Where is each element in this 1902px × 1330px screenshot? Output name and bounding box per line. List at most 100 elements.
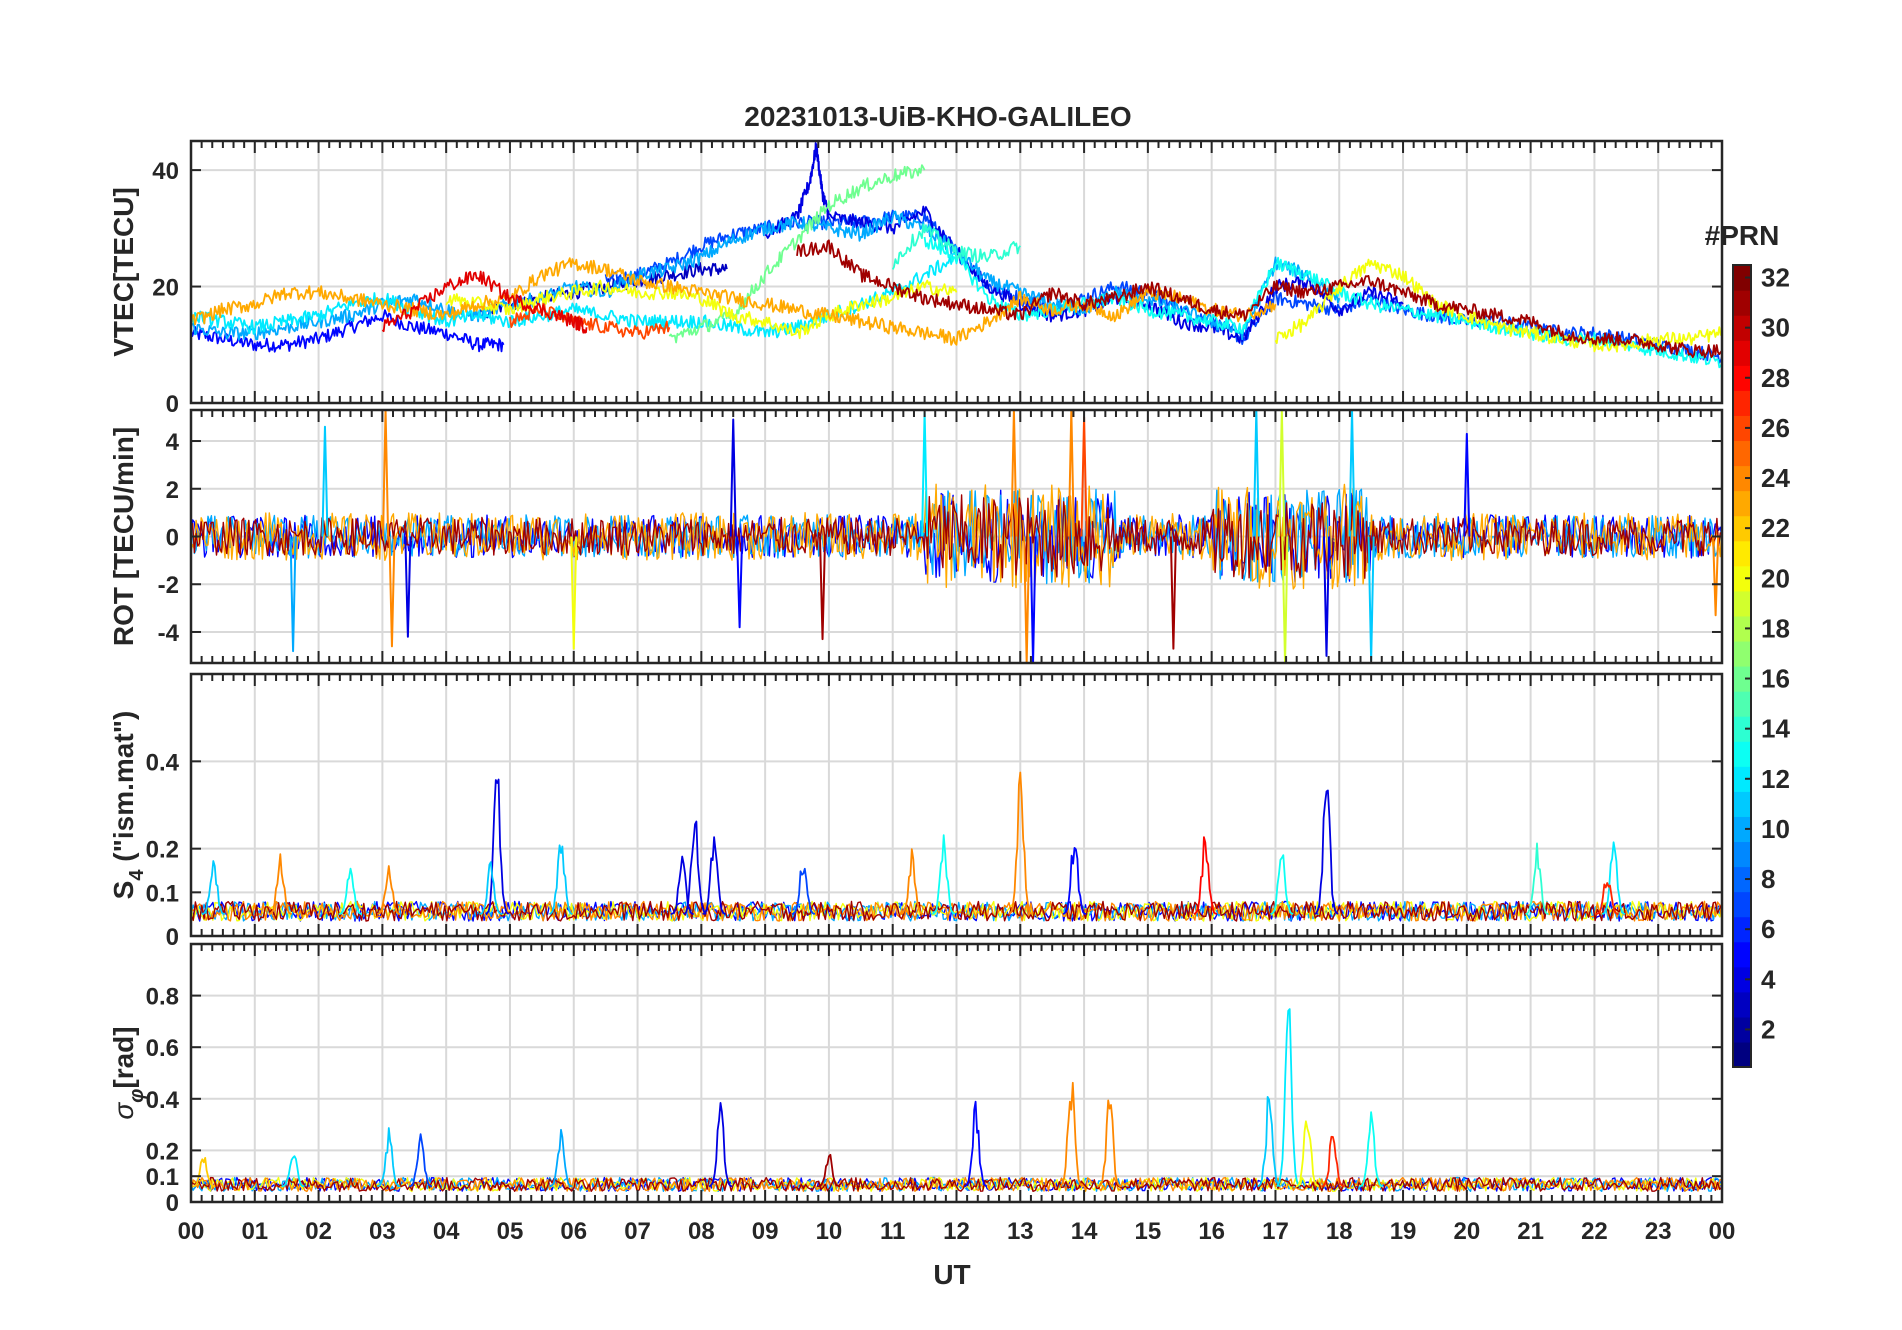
spike-prn19 — [1281, 536, 1289, 663]
colorbar-band — [1733, 315, 1751, 341]
y-tick-label: 0.8 — [146, 984, 179, 1011]
y-tick-label: 0.1 — [146, 880, 179, 907]
series-line-prn20 — [1274, 258, 1722, 353]
peak-prn11 — [549, 844, 573, 915]
series-line-prn31 — [796, 239, 1722, 359]
peak-prn5 — [1062, 847, 1087, 915]
spike-prn24 — [1067, 410, 1075, 537]
peak-prn4 — [485, 778, 510, 915]
y-label-sub: φ — [126, 1089, 148, 1103]
spike-prn31 — [818, 536, 827, 641]
y-axis-label-sigma_phi: σφ[rad] — [108, 1026, 148, 1119]
grid-sigma_phi — [191, 944, 1722, 1203]
colorbar-band — [1733, 966, 1751, 993]
y-label-main: S — [108, 881, 139, 900]
series-line-prn29 — [381, 270, 588, 334]
peak-prn20 — [1295, 1120, 1320, 1188]
x-tick-label: 09 — [752, 1218, 779, 1245]
peak-prn12 — [1601, 841, 1626, 915]
colorbar-tick-label: 20 — [1761, 563, 1790, 593]
spike-prn11 — [1348, 410, 1356, 537]
peak-prn11 — [377, 1127, 401, 1188]
spike-prn24 — [1023, 536, 1031, 663]
peak-prn24 — [1097, 1099, 1122, 1188]
x-tick-label: 21 — [1517, 1218, 1544, 1245]
colorbar-band — [1733, 891, 1751, 918]
series-s4 — [191, 771, 1722, 922]
y-axis-label-rot: ROT [TECU/min] — [108, 427, 139, 646]
y-axis-label-vtec: VTEC[TECU] — [108, 187, 139, 357]
colorbar-tick-label: 26 — [1761, 413, 1790, 443]
colorbar-band — [1733, 741, 1751, 767]
peak-prn4 — [708, 1102, 733, 1188]
spike-prn11 — [1252, 410, 1260, 537]
peak-prn27 — [1321, 1135, 1345, 1188]
peak-prn24 — [1008, 771, 1033, 915]
colorbar-band — [1733, 991, 1751, 1018]
baseline-prn31 — [191, 900, 1722, 922]
x-tick-label: 00 — [1709, 1218, 1736, 1245]
colorbar-band — [1733, 816, 1751, 843]
series-line-prn20 — [445, 279, 958, 340]
colorbar-tick-label: 4 — [1761, 964, 1776, 994]
peak-prn4 — [702, 836, 726, 915]
colorbar-band — [1733, 515, 1751, 542]
spike-prn31 — [1169, 536, 1177, 650]
x-tick-label: 04 — [433, 1218, 460, 1245]
series-vtec — [191, 141, 1722, 369]
peak-prn11 — [479, 861, 503, 915]
colorbar-tick-label: 16 — [1761, 664, 1790, 694]
peak-prn24 — [377, 865, 401, 915]
y-label-rest: [rad] — [108, 1026, 139, 1088]
panel-s4: 00.10.20.4S4 ("ism.mat") — [108, 672, 1724, 951]
peak-prn28 — [1193, 836, 1218, 915]
y-tick-label: 0.2 — [146, 1138, 179, 1165]
x-tick-label: 20 — [1453, 1218, 1480, 1245]
panel-vtec: 0 20 40 VTEC[TECU] — [108, 139, 1724, 418]
colorbar-band — [1733, 716, 1751, 742]
colorbar-tick-label: 6 — [1761, 914, 1775, 944]
colorbar-band — [1733, 1016, 1751, 1043]
grid-vtec — [191, 141, 1722, 404]
colorbar-band — [1733, 615, 1751, 642]
y-tick-label: -2 — [158, 572, 179, 599]
spike-prn20 — [570, 536, 578, 650]
colorbar-band — [1733, 640, 1751, 667]
x-tick-label: 23 — [1645, 1218, 1672, 1245]
y-label-rest: ("ism.mat") — [108, 711, 139, 870]
peak-prn7 — [409, 1133, 433, 1188]
colorbar-band — [1733, 465, 1751, 492]
peak-prn24 — [900, 848, 924, 915]
spike-prn19 — [1278, 410, 1286, 537]
peak-prn4 — [683, 820, 707, 915]
colorbar-band — [1733, 390, 1751, 416]
x-tick-label: 02 — [305, 1218, 332, 1245]
colorbar-band — [1733, 791, 1751, 817]
x-axis-label: UT — [933, 1259, 970, 1290]
y-tick-label: 0.2 — [146, 837, 179, 864]
colorbar-band — [1733, 1041, 1751, 1068]
x-tick-label: 14 — [1071, 1218, 1098, 1245]
y-tick-label: 0.1 — [146, 1164, 179, 1191]
y-tick-label: 0.4 — [146, 1087, 180, 1114]
baseline-prn24 — [191, 900, 1722, 922]
x-tick-label: 00 — [178, 1218, 205, 1245]
grid-s4 — [191, 674, 1722, 937]
peak-prn12 — [281, 1155, 305, 1188]
spike-prn4 — [404, 536, 412, 638]
spike-prn24 — [1712, 536, 1720, 617]
colorbar-band — [1733, 365, 1751, 391]
x-axis: 00 01 02 03 04 05 06 07 08 09 10 11 12 13 14 15 16 17 18 19… — [178, 1218, 1736, 1290]
colorbar-band — [1733, 866, 1751, 893]
chart-title: 20231013-UiB-KHO-GALILEO — [744, 101, 1131, 132]
colorbar-band — [1733, 265, 1751, 291]
peak-prn24 — [268, 853, 293, 915]
y-tick-label: 0 — [166, 924, 179, 951]
y-tick-label: 2 — [166, 477, 179, 504]
x-tick-label: 22 — [1581, 1218, 1608, 1245]
panel-rot: -4 -2 0 2 4 ROT [TECU/min] — [108, 408, 1724, 665]
noise-prn31 — [191, 494, 1722, 580]
spike-prn24 — [388, 536, 396, 648]
y-tick-label: 4 — [166, 429, 180, 456]
